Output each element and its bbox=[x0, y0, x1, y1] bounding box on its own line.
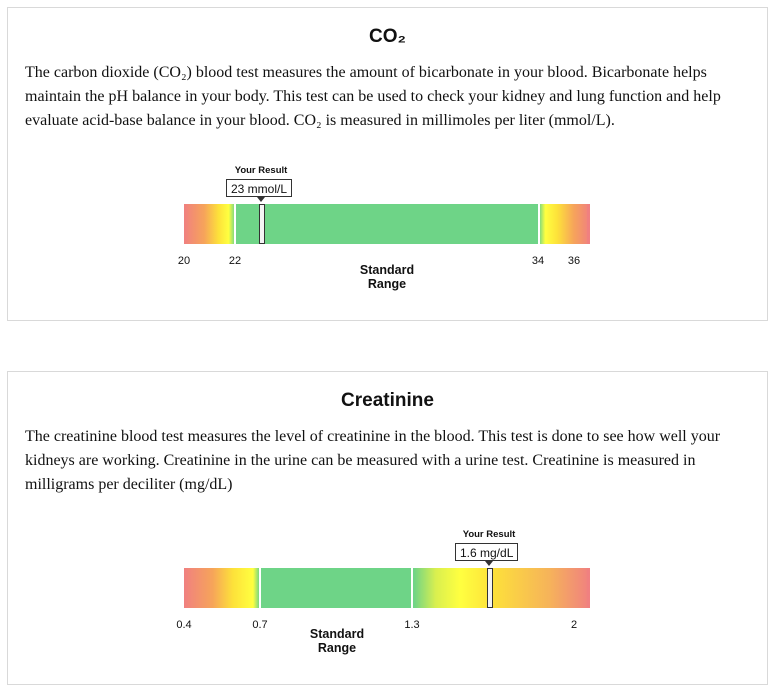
range-endcap bbox=[587, 568, 590, 608]
co2-range-gauge: Your Result 23 mmol/L 20 22 34 36 Standa… bbox=[8, 8, 769, 322]
card-title: Creatinine bbox=[341, 390, 434, 411]
range-divider bbox=[538, 204, 540, 244]
creatinine-range-gauge: Your Result 1.6 mg/dL 0.4 0.7 1.3 2 Stan… bbox=[8, 372, 769, 686]
your-result-label: Your Result bbox=[234, 165, 288, 176]
tick-label: 34 bbox=[531, 255, 545, 267]
standard-range-line1: Standard bbox=[359, 263, 415, 277]
result-value-box: 23 mmol/L bbox=[226, 179, 293, 197]
range-bar bbox=[184, 568, 590, 608]
tick-label: 0.4 bbox=[176, 619, 192, 631]
result-marker bbox=[259, 204, 265, 244]
range-endcap bbox=[587, 204, 590, 244]
card-title: CO₂ bbox=[369, 26, 406, 47]
range-divider bbox=[411, 568, 413, 608]
result-pointer-icon bbox=[257, 197, 265, 202]
tick-label: 22 bbox=[228, 255, 242, 267]
result-pointer-icon bbox=[485, 561, 493, 566]
your-result-label: Your Result bbox=[462, 529, 516, 540]
tick-label: 1.3 bbox=[404, 619, 420, 631]
creatinine-card: Creatinine The creatinine blood test mea… bbox=[7, 371, 768, 685]
card-description: The creatinine blood test measures the l… bbox=[25, 428, 721, 493]
tick-label: 36 bbox=[567, 255, 581, 267]
card-description: The carbon dioxide (CO₂) blood test meas… bbox=[25, 64, 721, 129]
standard-range-label: Standard Range bbox=[342, 263, 432, 291]
range-divider bbox=[234, 204, 236, 244]
tick-label: 0.7 bbox=[252, 619, 268, 631]
result-marker bbox=[487, 568, 493, 608]
standard-range-line1: Standard bbox=[309, 627, 365, 641]
tick-label: 2 bbox=[570, 619, 578, 631]
range-divider bbox=[259, 568, 261, 608]
range-bar bbox=[184, 204, 590, 244]
result-value-box: 1.6 mg/dL bbox=[455, 543, 519, 561]
standard-range-line2: Range bbox=[367, 277, 407, 291]
standard-range-line2: Range bbox=[317, 641, 357, 655]
co2-card: CO₂ The carbon dioxide (CO₂) blood test … bbox=[7, 7, 768, 321]
tick-label: 20 bbox=[177, 255, 191, 267]
standard-range-label: Standard Range bbox=[292, 627, 382, 655]
